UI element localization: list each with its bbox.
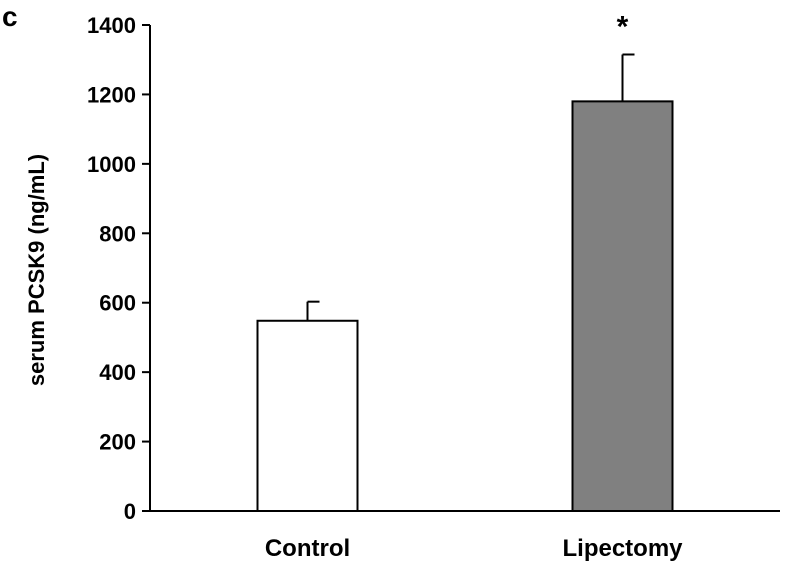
- y-tick-label: 1400: [87, 13, 136, 38]
- y-tick-label: 1200: [87, 82, 136, 107]
- y-tick-label: 400: [99, 360, 136, 385]
- significance-asterisk: *: [617, 11, 629, 44]
- y-tick-label: 800: [99, 221, 136, 246]
- bars: [256, 100, 674, 512]
- y-tick-label: 200: [99, 430, 136, 455]
- category-label: Lipectomy: [562, 535, 683, 562]
- y-axis-ticks: 0 200 400 600 800 1000 1200 1400: [87, 13, 150, 524]
- bar-lipectomy: [571, 100, 674, 512]
- y-axis-title: serum PCSK9 (ng/mL): [24, 154, 49, 386]
- error-bars: [306, 53, 635, 321]
- category-label: Control: [265, 535, 350, 562]
- panel-label: c: [2, 1, 18, 32]
- y-tick-label: 600: [99, 291, 136, 316]
- category-labels: Control Lipectomy: [265, 535, 683, 562]
- y-tick-label: 1000: [87, 152, 136, 177]
- significance-marks: *: [617, 11, 629, 44]
- y-tick-label: 0: [124, 499, 136, 524]
- bar-control: [256, 319, 359, 512]
